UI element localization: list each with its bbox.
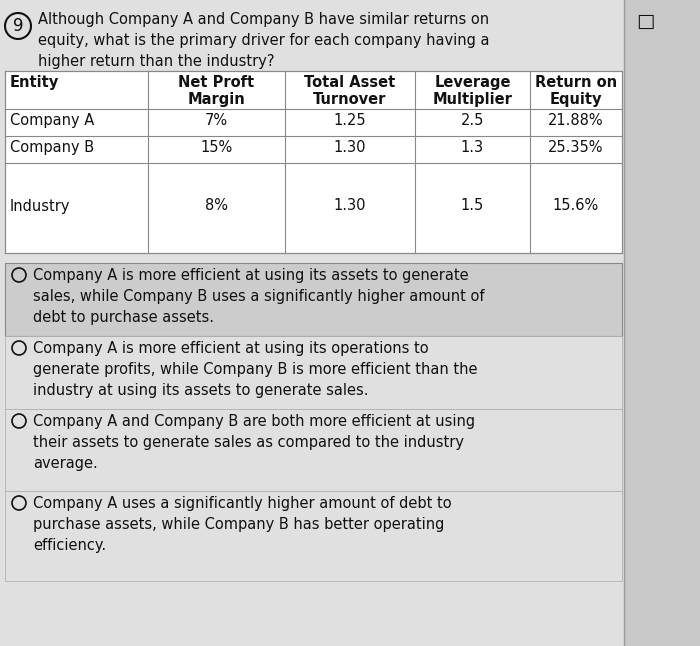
- Text: □: □: [636, 12, 654, 31]
- Text: Company A uses a significantly higher amount of debt to
purchase assets, while C: Company A uses a significantly higher am…: [33, 496, 451, 553]
- Text: 21.88%: 21.88%: [548, 113, 604, 128]
- Bar: [5, 263, 622, 336]
- Text: 7%: 7%: [205, 113, 228, 128]
- Text: 1.5: 1.5: [461, 198, 484, 213]
- Text: 15%: 15%: [200, 140, 232, 155]
- Bar: [625, 0, 700, 646]
- Bar: [5, 336, 622, 409]
- Text: 1.3: 1.3: [461, 140, 484, 155]
- Bar: [5, 491, 622, 581]
- Text: 9: 9: [13, 17, 23, 35]
- Bar: [5, 409, 622, 491]
- Text: 8%: 8%: [205, 198, 228, 213]
- Text: 1.25: 1.25: [334, 113, 366, 128]
- Text: 25.35%: 25.35%: [548, 140, 603, 155]
- Text: Company B: Company B: [10, 140, 94, 155]
- Text: 15.6%: 15.6%: [553, 198, 599, 213]
- Text: Entity: Entity: [10, 75, 60, 90]
- Text: Company A is more efficient at using its assets to generate
sales, while Company: Company A is more efficient at using its…: [33, 268, 484, 325]
- Text: Total Asset
Turnover: Total Asset Turnover: [304, 75, 395, 107]
- Text: Net Proft
Margin: Net Proft Margin: [178, 75, 255, 107]
- Text: 1.30: 1.30: [334, 198, 366, 213]
- Text: Company A and Company B are both more efficient at using
their assets to generat: Company A and Company B are both more ef…: [33, 414, 475, 471]
- Text: 2.5: 2.5: [461, 113, 484, 128]
- Text: 1.30: 1.30: [334, 140, 366, 155]
- Text: Return on
Equity: Return on Equity: [535, 75, 617, 107]
- Text: Although Company A and Company B have similar returns on
equity, what is the pri: Although Company A and Company B have si…: [38, 12, 489, 69]
- Bar: [5, 71, 622, 253]
- Text: Leverage
Multiplier: Leverage Multiplier: [433, 75, 512, 107]
- Text: Industry: Industry: [10, 198, 71, 213]
- Text: Company A: Company A: [10, 113, 94, 128]
- Text: Company A is more efficient at using its operations to
generate profits, while C: Company A is more efficient at using its…: [33, 341, 477, 398]
